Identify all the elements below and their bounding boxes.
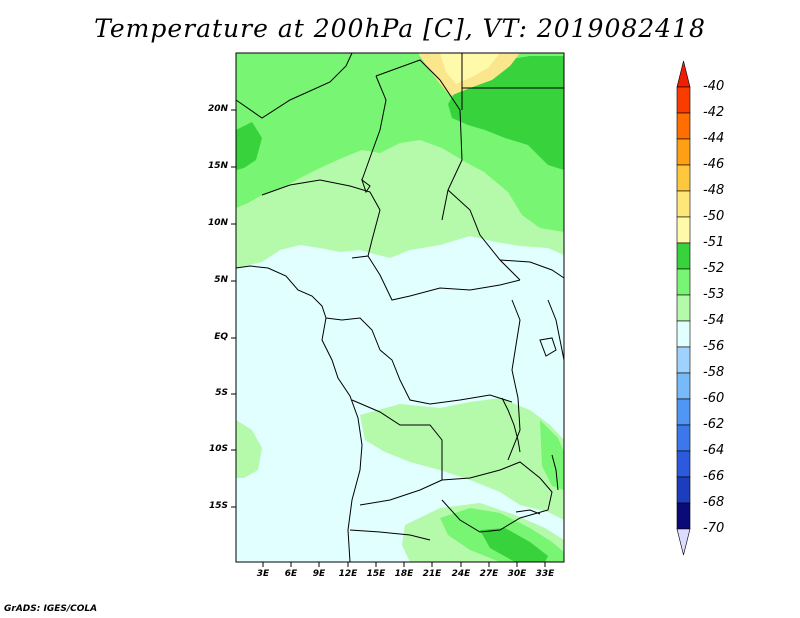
- colorbar-label: -70: [703, 521, 725, 536]
- colorbar-swatch: [676, 372, 691, 400]
- chart-title: Temperature at 200hPa [C], VT: 201908241…: [94, 14, 706, 43]
- lon-label-24e: 24E: [451, 569, 471, 579]
- lake-tanganyika: [501, 397, 521, 453]
- colorbar-swatch: [676, 242, 691, 270]
- grads-credit: GrADS: IGES/COLA: [4, 604, 98, 614]
- lake-victoria: [539, 337, 557, 357]
- map-frame: [235, 52, 565, 563]
- colorbar-label: -40: [703, 79, 725, 94]
- lake-kariba: [515, 509, 541, 515]
- lat-label-5s: 5S: [215, 388, 228, 398]
- border-angola: [351, 399, 443, 506]
- lon-label-3e: 3E: [256, 569, 270, 579]
- colorbar-label: -46: [703, 157, 725, 172]
- region-light-green-south: [360, 398, 564, 520]
- lon-label-21e: 21E: [422, 569, 442, 579]
- colorbar-label: -48: [703, 183, 725, 198]
- colorbar-swatch: [676, 268, 691, 296]
- colorbar-label: -50: [703, 209, 725, 224]
- lat-label-10n: 10N: [207, 218, 228, 228]
- map-panel: [231, 52, 565, 567]
- colorbar-label: -62: [703, 417, 725, 432]
- colorbar-swatch: [676, 476, 691, 504]
- lake-malawi: [551, 454, 559, 491]
- colorbar-swatch: [676, 528, 691, 556]
- lon-label-15e: 15E: [366, 569, 386, 579]
- lon-label-9e: 9E: [312, 569, 326, 579]
- colorbar-label: -42: [703, 105, 725, 120]
- border-east-africa: [547, 299, 565, 361]
- colorbar-swatch: [676, 164, 691, 192]
- colorbar-label: -53: [703, 287, 725, 302]
- colorbar-swatch: [676, 294, 691, 322]
- colorbar-label: -66: [703, 469, 725, 484]
- colorbar-swatch: [676, 190, 691, 218]
- border-congo: [325, 317, 513, 405]
- colorbar-swatch: [676, 320, 691, 348]
- colorbar-swatch: [676, 60, 691, 88]
- region-pale-yellow-top: [440, 53, 500, 84]
- colorbar-swatch: [676, 138, 691, 166]
- lat-ticks: [231, 109, 236, 508]
- lat-label-20n: 20N: [207, 104, 228, 114]
- colorbar-label: -60: [703, 391, 725, 406]
- lat-label-5n: 5N: [214, 275, 228, 285]
- colorbar-swatch: [676, 398, 691, 426]
- border-car: [367, 255, 521, 301]
- colorbar-swatch: [676, 86, 691, 114]
- region-dark-green-nw: [236, 122, 262, 170]
- coastline-west: [235, 265, 363, 563]
- border-nigeria: [261, 179, 381, 259]
- border-algeria-niger: [235, 52, 353, 119]
- lat-label-eq: EQ: [214, 332, 228, 342]
- border-niger-chad: [361, 75, 387, 181]
- country-borders: [235, 52, 565, 563]
- colorbar-label: -58: [703, 365, 725, 380]
- lon-label-6e: 6E: [284, 569, 298, 579]
- border-drc-east: [507, 299, 521, 461]
- colorbar-label: -52: [703, 261, 725, 276]
- colorbar-label: -51: [703, 235, 725, 250]
- colorbar: [676, 60, 691, 556]
- lon-label-12e: 12E: [338, 569, 358, 579]
- border-zambia: [441, 461, 553, 533]
- lon-label-33e: 33E: [535, 569, 555, 579]
- colorbar-label: -54: [703, 313, 725, 328]
- colorbar-swatch: [676, 450, 691, 478]
- lon-label-18e: 18E: [394, 569, 414, 579]
- colorbar-swatch: [676, 424, 691, 452]
- colorbar-swatch: [676, 346, 691, 374]
- lon-label-30e: 30E: [507, 569, 527, 579]
- border-chad-sudan: [447, 189, 521, 281]
- lat-label-15s: 15S: [208, 501, 228, 511]
- border-south-sudan: [499, 259, 565, 279]
- lon-label-27e: 27E: [479, 569, 499, 579]
- lon-ticks: [262, 562, 546, 567]
- colorbar-label: -68: [703, 495, 725, 510]
- colorbar-swatch: [676, 112, 691, 140]
- region-light-green-southwest: [236, 420, 262, 478]
- lake-chad: [361, 178, 371, 194]
- colorbar-swatch: [676, 502, 691, 530]
- lat-label-15n: 15N: [207, 161, 228, 171]
- colorbar-label: -64: [703, 443, 725, 458]
- lakes: [361, 178, 559, 515]
- region-dark-green-south: [480, 528, 548, 562]
- colorbar-label: -56: [703, 339, 725, 354]
- colorbar-swatch: [676, 216, 691, 244]
- border-namibia: [349, 529, 431, 541]
- colorbar-label: -44: [703, 131, 725, 146]
- lat-label-10s: 10S: [208, 444, 228, 454]
